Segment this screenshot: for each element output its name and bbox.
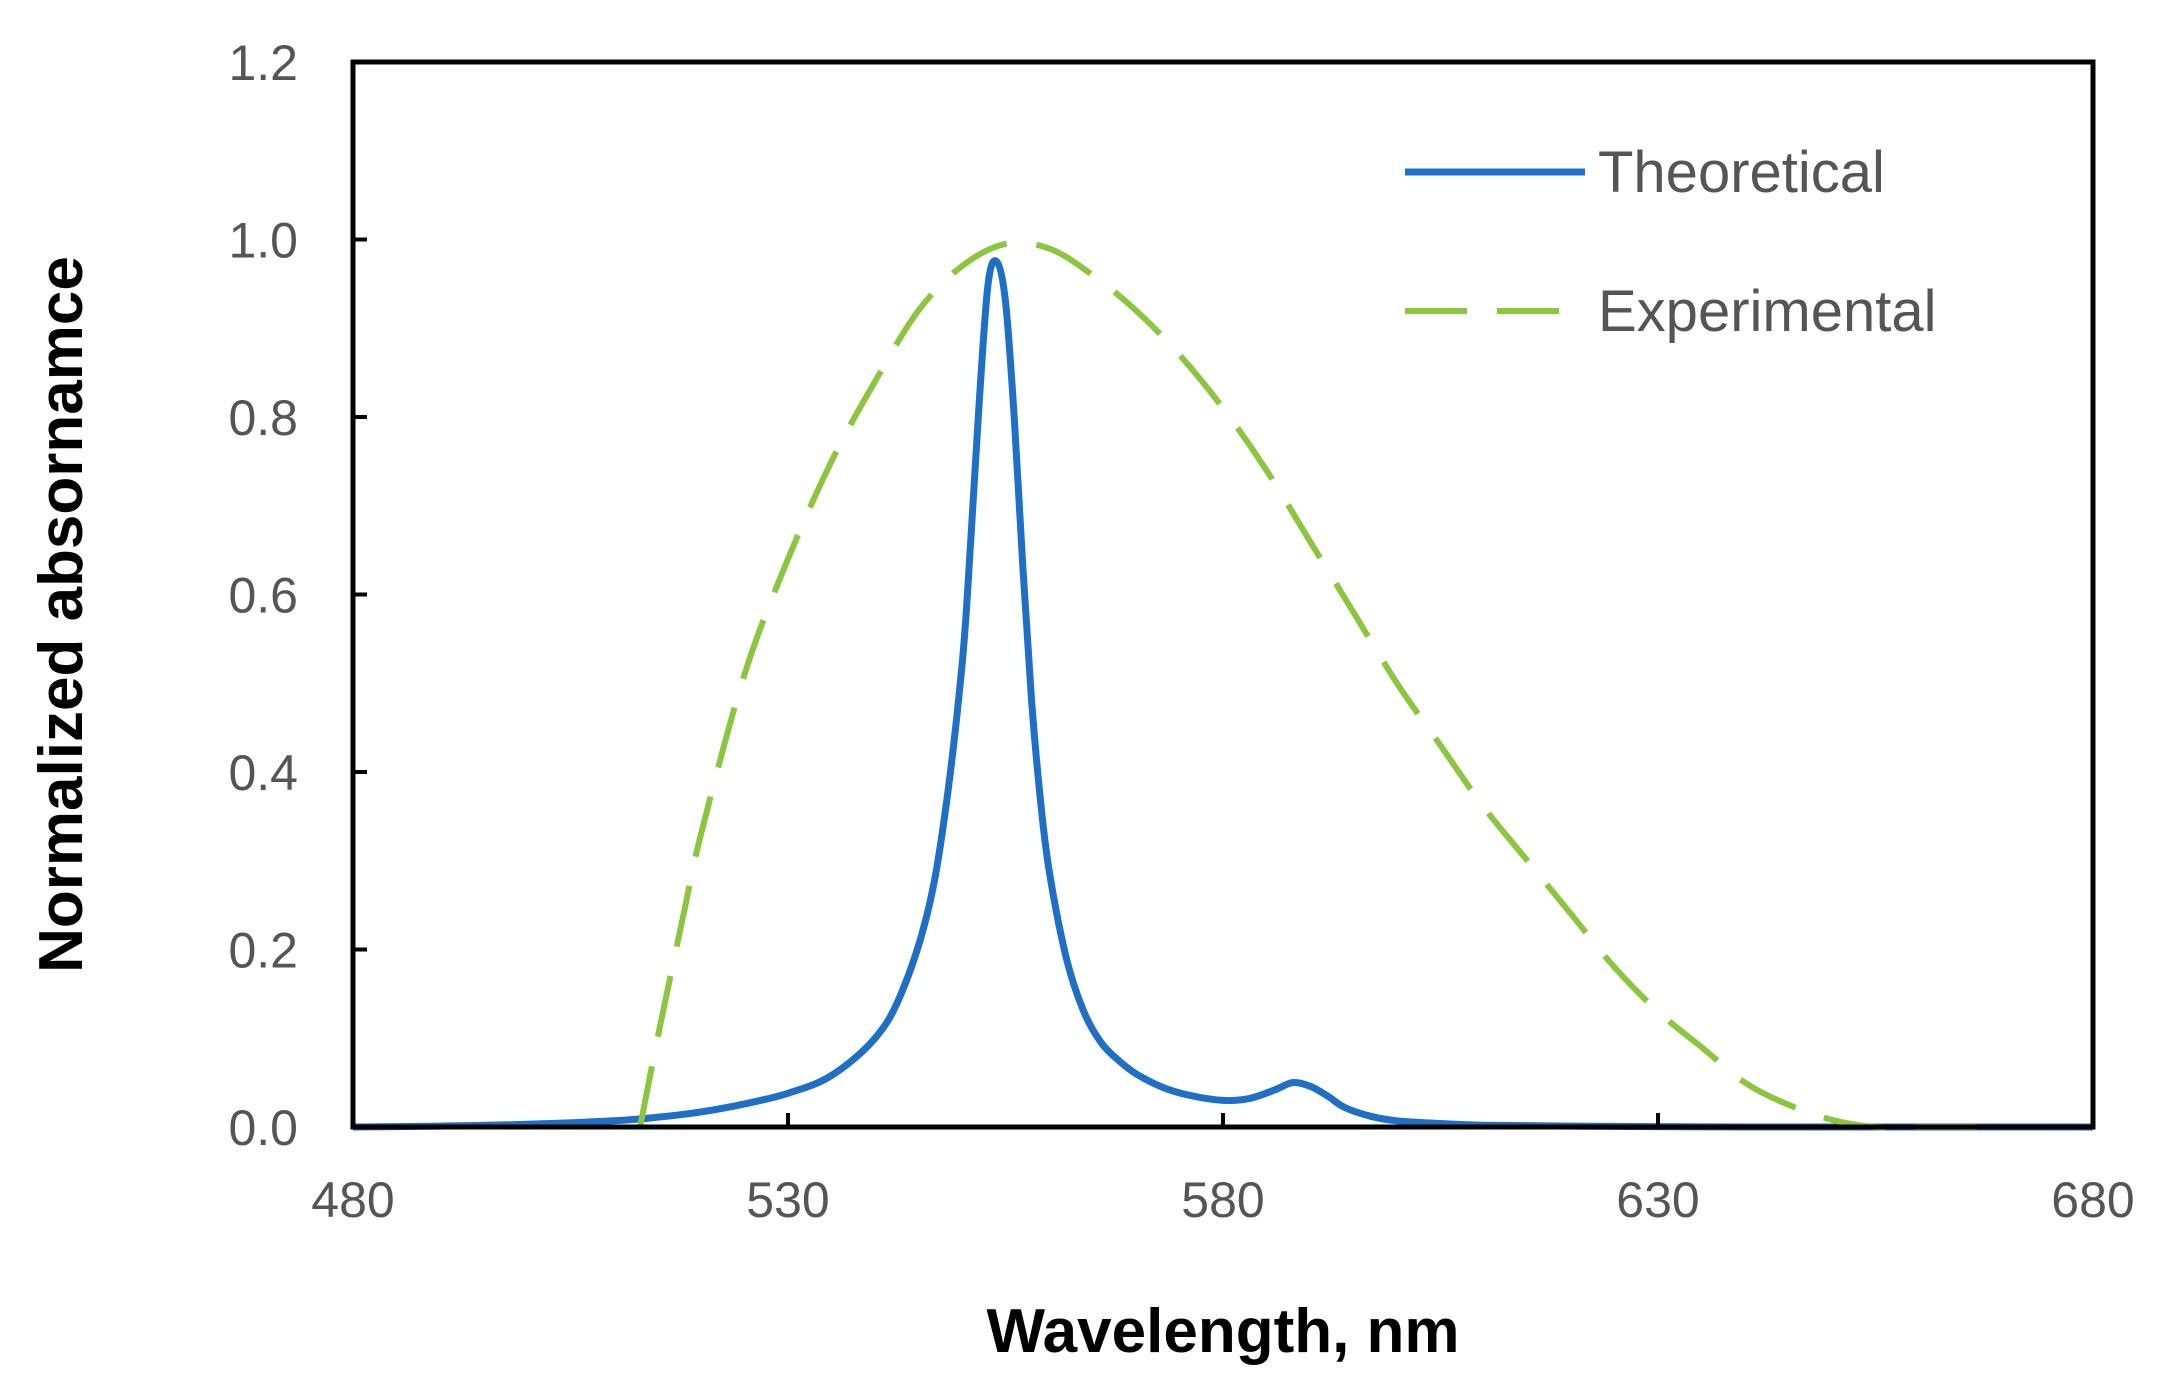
y-tick-label: 0.2 (228, 923, 298, 979)
x-tick-label: 580 (1181, 1172, 1264, 1228)
legend-label-theoretical: Theoretical (1598, 140, 1885, 205)
y-tick-label: 0.4 (228, 745, 298, 801)
x-axis-title: Wavelength, nm (986, 1297, 1459, 1366)
x-tick-label: 680 (2051, 1172, 2134, 1228)
y-tick-label: 0.6 (228, 568, 298, 624)
y-axis-title: Normalized absornamce (27, 256, 96, 973)
series-line-theoretical (352, 257, 2093, 1131)
x-axis-ticks: 480 530 580 630 680 (311, 1113, 2135, 1228)
y-tick-label: 0.0 (228, 1100, 298, 1156)
y-tick-label: 1.2 (228, 35, 298, 91)
x-tick-label: 480 (311, 1172, 394, 1228)
legend-label-experimental: Experimental (1598, 279, 1936, 344)
plot-area-frame (350, 59, 2096, 1130)
y-axis-ticks: 0.0 0.2 0.4 0.6 0.8 1.0 1.2 (228, 35, 367, 1156)
legend: Theoretical Experimental (1405, 140, 1936, 344)
x-tick-label: 530 (746, 1172, 829, 1228)
y-tick-label: 0.8 (228, 390, 298, 446)
x-tick-label: 630 (1616, 1172, 1699, 1228)
series-layer (352, 239, 2093, 1131)
series-line-experimental (637, 239, 2006, 1131)
y-tick-label: 1.0 (228, 213, 298, 269)
